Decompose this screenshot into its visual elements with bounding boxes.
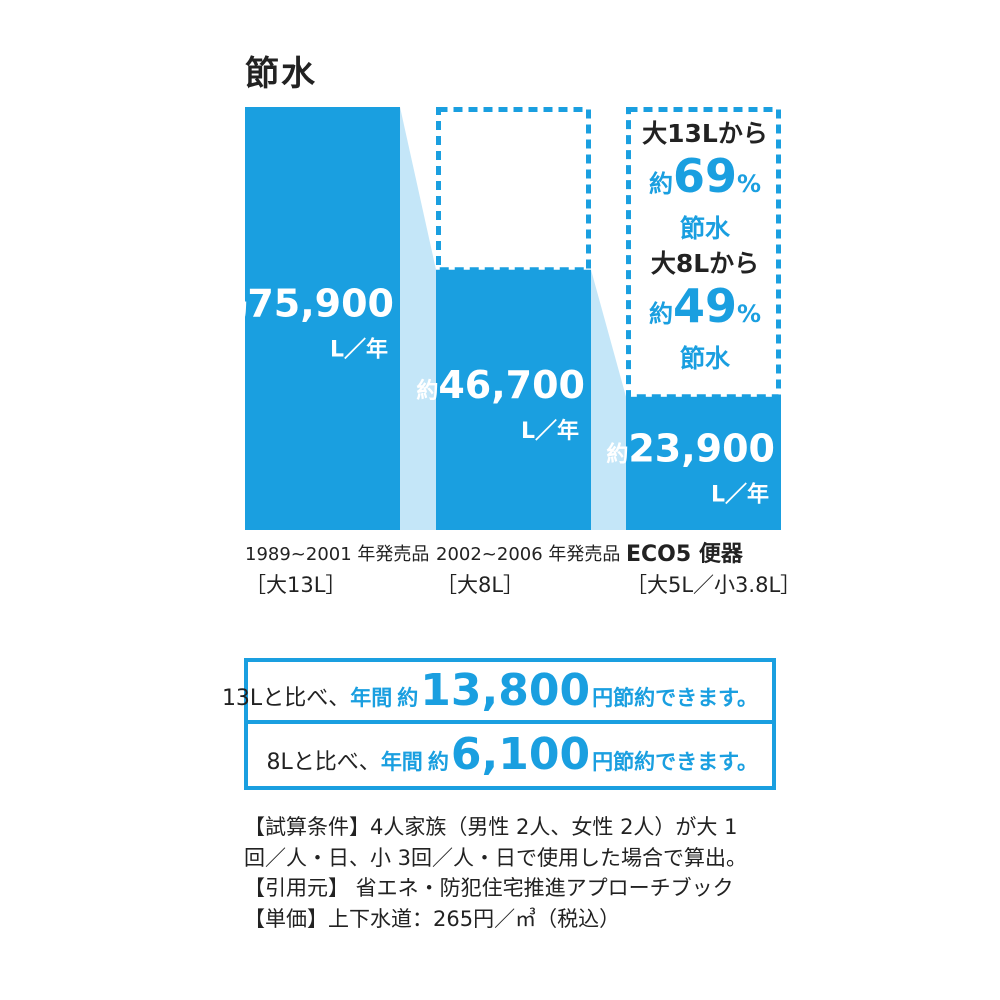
savings-label: 節水 [679, 214, 730, 243]
category-1-period: 1989~2001 年発売品 [245, 544, 430, 565]
category-label-eco5: ECO5 便器 ［大5L／小3.8L］ [626, 540, 801, 600]
category-label-2002-2006: 2002~2006 年発売品 ［大8L］ [436, 540, 620, 600]
bar [436, 269, 591, 530]
comparison-label: 8Lと比べ、 [266, 750, 381, 775]
page-title: 節水 [245, 54, 317, 94]
bar-unit-label: L／年 [711, 481, 769, 507]
category-label-1989-2001: 1989~2001 年発売品 ［大13L］ [245, 540, 429, 600]
bar [245, 107, 400, 530]
note-line: 【単価】上下水道：265円／㎥（税込） [244, 906, 621, 931]
savings-percent-value: 69 [672, 149, 737, 203]
bar [626, 396, 781, 530]
annual-label: 年間 [380, 750, 423, 774]
calculation-notes: 【試算条件】4人家族（男性 2人、女性 2人）が大 1 回／人・日、小 3回／人… [244, 812, 784, 934]
savings-percent: 約49% [635, 280, 775, 343]
bar-unit-label: L／年 [521, 418, 579, 444]
bar-value-label: 約46,700 [416, 363, 585, 407]
category-2-period: 2002~2006 年発売品 [436, 544, 621, 565]
approx-label: 約 [397, 686, 419, 710]
savings-amount: 13,800 [420, 665, 591, 716]
bar-value-label: 約23,900 [606, 426, 775, 470]
annual-savings-row-13l: 13Lと比べ、 年間 約 13,800 円節約できます。 [222, 662, 772, 724]
approx-label: 約 [427, 750, 449, 774]
reference-outline [436, 107, 591, 273]
annual-savings-row-8l: 8Lと比べ、 年間 約 6,100 円節約できます。 [248, 726, 772, 788]
savings-from-label: 大13Lから [642, 119, 768, 148]
bar-connector [400, 107, 436, 530]
savings-badge-vs-8l: 大8Lから 約49% 節水 [635, 248, 775, 375]
category-2-capacity: ［大8L］ [436, 573, 525, 597]
savings-prefix: 約 [648, 170, 673, 198]
comparison-label: 13Lと比べ、 [221, 686, 351, 711]
category-3-product: ECO5 便器 [626, 542, 743, 567]
annual-label: 年間 [350, 686, 393, 710]
category-3-capacity: ［大5L／小3.8L］ [626, 573, 802, 597]
note-line: 【試算条件】4人家族（男性 2人、女性 2人）が大 1 [244, 815, 738, 839]
note-line: 【引用元】 省エネ・防犯住宅推進アプローチブック [244, 876, 734, 900]
savings-percent-unit: % [736, 300, 762, 328]
savings-amount: 6,100 [450, 729, 591, 780]
savings-prefix: 約 [648, 300, 673, 328]
annual-savings-box: 13Lと比べ、 年間 約 13,800 円節約できます。 8Lと比べ、 年間 約… [222, 658, 776, 790]
category-1-capacity: ［大13L］ [245, 573, 347, 597]
bar-connector [591, 269, 626, 530]
savings-tail: 円節約できます。 [592, 750, 758, 774]
savings-percent-value: 49 [672, 279, 737, 333]
savings-percent-unit: % [736, 170, 762, 198]
savings-percent: 約69% [635, 150, 775, 213]
note-line: 回／人・日、小 3回／人・日で使用した場合で算出。 [244, 845, 748, 870]
bar-value-label: 約75,900 [225, 282, 394, 326]
bar-unit-label: L／年 [330, 337, 388, 363]
savings-badge-vs-13l: 大13Lから 約69% 節水 [635, 118, 775, 245]
savings-from-label: 大8Lから [650, 249, 760, 278]
savings-tail: 円節約できます。 [592, 686, 758, 710]
savings-label: 節水 [679, 344, 730, 373]
